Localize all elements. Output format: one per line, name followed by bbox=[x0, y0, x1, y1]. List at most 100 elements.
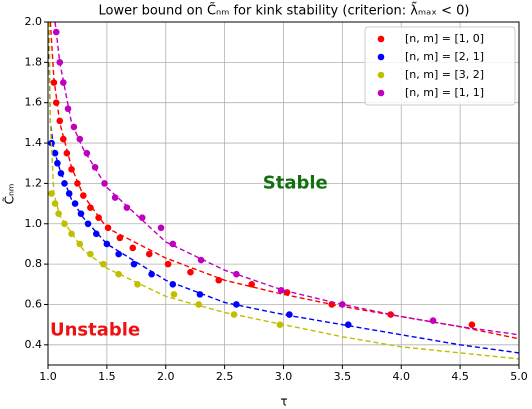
point bbox=[215, 276, 223, 284]
point bbox=[130, 260, 138, 268]
point bbox=[63, 149, 71, 157]
x-tick-label: 4.5 bbox=[451, 370, 469, 383]
point bbox=[52, 28, 60, 36]
point bbox=[100, 260, 107, 268]
point bbox=[116, 234, 124, 242]
x-tick-label: 2.0 bbox=[157, 370, 175, 383]
point bbox=[157, 224, 165, 232]
point bbox=[339, 301, 346, 308]
x-tick-label: 1.0 bbox=[39, 370, 57, 383]
point bbox=[83, 149, 91, 157]
y-tick-label: 1.8 bbox=[25, 55, 43, 68]
x-tick-label: 2.5 bbox=[216, 370, 234, 383]
x-tick-label: 4.0 bbox=[393, 370, 411, 383]
y-tick-label: 0.4 bbox=[25, 338, 43, 351]
point bbox=[169, 280, 177, 288]
point bbox=[91, 163, 99, 171]
point bbox=[276, 321, 284, 328]
chart-title: Lower bound on C̃ₙₘ for kink stability (… bbox=[99, 2, 470, 18]
plot-frame bbox=[47, 21, 520, 366]
point bbox=[51, 149, 59, 157]
point bbox=[129, 244, 137, 252]
point bbox=[61, 180, 68, 187]
y-tick-label: 1.0 bbox=[25, 217, 43, 230]
point bbox=[115, 250, 122, 258]
point bbox=[134, 280, 141, 288]
point bbox=[138, 214, 146, 222]
x-tick-label: 3.5 bbox=[334, 370, 352, 383]
point bbox=[164, 260, 172, 268]
point bbox=[115, 270, 122, 278]
y-tick-label: 1.6 bbox=[25, 96, 43, 109]
point bbox=[145, 250, 153, 258]
point bbox=[61, 220, 68, 228]
point bbox=[56, 117, 64, 125]
point bbox=[77, 210, 85, 217]
point bbox=[169, 240, 177, 248]
point bbox=[74, 180, 81, 187]
point bbox=[80, 192, 87, 199]
point bbox=[468, 321, 476, 328]
point bbox=[70, 123, 78, 131]
point bbox=[123, 204, 131, 211]
point bbox=[170, 291, 178, 298]
point bbox=[57, 170, 65, 177]
fit-curve bbox=[54, 22, 519, 336]
point bbox=[104, 224, 112, 232]
legend-label: [n, m] = [1, 1] bbox=[405, 86, 484, 99]
point bbox=[233, 301, 240, 308]
y-axis-label: C̃ₙₘ bbox=[2, 184, 16, 205]
point bbox=[50, 79, 58, 86]
point bbox=[248, 280, 256, 288]
point bbox=[111, 194, 119, 201]
point bbox=[429, 317, 437, 324]
point bbox=[277, 287, 285, 294]
annotation: Unstable bbox=[50, 320, 140, 341]
point bbox=[92, 230, 100, 238]
point bbox=[87, 204, 94, 211]
legend-label: [n, m] = [1, 0] bbox=[405, 32, 484, 45]
legend-marker bbox=[377, 89, 385, 97]
fit-curve bbox=[49, 22, 519, 340]
point bbox=[51, 200, 59, 207]
point bbox=[197, 256, 205, 264]
y-tick-label: 0.8 bbox=[25, 257, 43, 270]
point bbox=[195, 301, 203, 308]
legend-marker bbox=[377, 71, 385, 79]
point bbox=[84, 220, 92, 228]
annotation: Stable bbox=[263, 172, 328, 193]
point bbox=[87, 250, 94, 258]
point bbox=[103, 240, 111, 248]
legend-label: [n, m] = [2, 1] bbox=[405, 50, 484, 63]
point bbox=[387, 311, 394, 318]
x-tick-label: 3.0 bbox=[275, 370, 293, 383]
point bbox=[60, 135, 67, 143]
y-tick-label: 1.4 bbox=[25, 136, 43, 149]
point bbox=[54, 159, 61, 167]
point bbox=[76, 240, 84, 248]
point bbox=[56, 59, 64, 66]
point bbox=[230, 311, 238, 318]
legend-marker bbox=[377, 53, 385, 61]
point bbox=[233, 270, 240, 278]
point bbox=[64, 105, 72, 113]
legend-box bbox=[364, 26, 516, 106]
point bbox=[76, 135, 84, 143]
plot-area bbox=[48, 22, 519, 360]
point bbox=[60, 79, 67, 86]
point bbox=[65, 190, 73, 197]
x-tick-label: 5.0 bbox=[510, 370, 528, 383]
point bbox=[101, 180, 108, 187]
point bbox=[52, 99, 60, 107]
x-tick-label: 1.5 bbox=[98, 370, 116, 383]
point bbox=[196, 291, 204, 298]
point bbox=[68, 230, 75, 238]
point bbox=[95, 214, 102, 222]
y-tick-label: 2.0 bbox=[25, 15, 43, 28]
point bbox=[48, 190, 55, 197]
point bbox=[68, 165, 75, 173]
point bbox=[148, 270, 155, 278]
legend-label: [n, m] = [3, 2] bbox=[405, 68, 484, 81]
point bbox=[55, 210, 62, 217]
